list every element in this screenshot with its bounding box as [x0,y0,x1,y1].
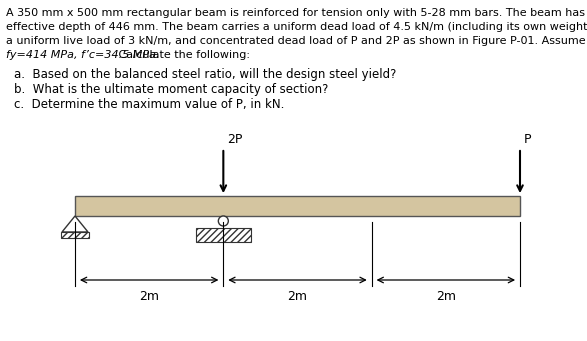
Text: 2m: 2m [436,290,456,303]
Text: effective depth of 446 mm. The beam carries a uniform dead load of 4.5 kN/m (inc: effective depth of 446 mm. The beam carr… [6,22,587,32]
Text: Calculate the following:: Calculate the following: [114,50,249,60]
Bar [75,196,520,216]
Text: 2m: 2m [139,290,159,303]
Bar [196,228,251,242]
Polygon shape [62,216,88,232]
Bar [75,196,520,216]
Text: a uniform live load of 3 kN/m, and concentrated dead load of P and 2P as shown i: a uniform live load of 3 kN/m, and conce… [6,36,586,46]
Text: b.  What is the ultimate moment capacity of section?: b. What is the ultimate moment capacity … [14,83,328,96]
Bar [60,232,89,238]
Text: c.  Determine the maximum value of P, in kN.: c. Determine the maximum value of P, in … [14,98,284,111]
Text: a.  Based on the balanced steel ratio, will the design steel yield?: a. Based on the balanced steel ratio, wi… [14,68,396,81]
Text: 2P: 2P [227,133,242,146]
Text: fy=414 MPa, f’c=34.5 MPa.: fy=414 MPa, f’c=34.5 MPa. [6,50,160,60]
Text: 2m: 2m [288,290,308,303]
Text: A 350 mm x 500 mm rectangular beam is reinforced for tension only with 5-28 mm b: A 350 mm x 500 mm rectangular beam is re… [6,8,587,18]
Text: P: P [524,133,531,146]
Circle shape [218,216,228,226]
